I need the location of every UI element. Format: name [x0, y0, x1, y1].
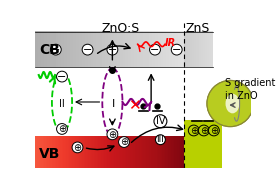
Circle shape	[208, 125, 219, 136]
Circle shape	[119, 137, 129, 147]
Text: −: −	[83, 45, 92, 55]
Text: −: −	[57, 72, 67, 82]
Text: ⊕: ⊕	[108, 130, 116, 140]
Text: ⊕: ⊕	[210, 126, 218, 136]
Text: IR: IR	[165, 39, 176, 48]
Circle shape	[188, 125, 199, 136]
Circle shape	[198, 125, 209, 136]
Text: III: III	[157, 135, 164, 144]
Circle shape	[82, 44, 93, 55]
Bar	[184, 120, 222, 168]
Circle shape	[171, 44, 182, 55]
Circle shape	[57, 71, 68, 82]
Text: ZnS: ZnS	[186, 22, 210, 35]
Text: CB: CB	[39, 43, 60, 57]
Text: ⊕: ⊕	[58, 124, 66, 134]
Text: ✕: ✕	[128, 98, 140, 113]
Text: ⊕: ⊕	[73, 143, 81, 153]
Ellipse shape	[225, 94, 239, 113]
Text: −: −	[108, 45, 117, 55]
Text: VB: VB	[39, 147, 60, 161]
Text: ZnO:S: ZnO:S	[101, 22, 139, 35]
Text: IV: IV	[156, 116, 165, 126]
Text: I: I	[112, 98, 115, 108]
Circle shape	[207, 81, 253, 127]
Text: −: −	[150, 45, 160, 55]
Text: ⊕: ⊕	[200, 126, 208, 136]
Circle shape	[107, 44, 118, 55]
Circle shape	[150, 44, 160, 55]
Text: ⊕: ⊕	[190, 126, 198, 136]
Circle shape	[72, 142, 83, 153]
Text: II: II	[59, 98, 65, 108]
Circle shape	[107, 129, 118, 140]
Text: −: −	[172, 45, 181, 55]
Text: ⊕: ⊕	[120, 137, 128, 147]
Text: S gradient
in ZnO: S gradient in ZnO	[225, 78, 275, 101]
Circle shape	[50, 44, 61, 55]
Bar	[35, 67, 184, 137]
Text: −: −	[51, 45, 61, 55]
Circle shape	[57, 124, 68, 134]
